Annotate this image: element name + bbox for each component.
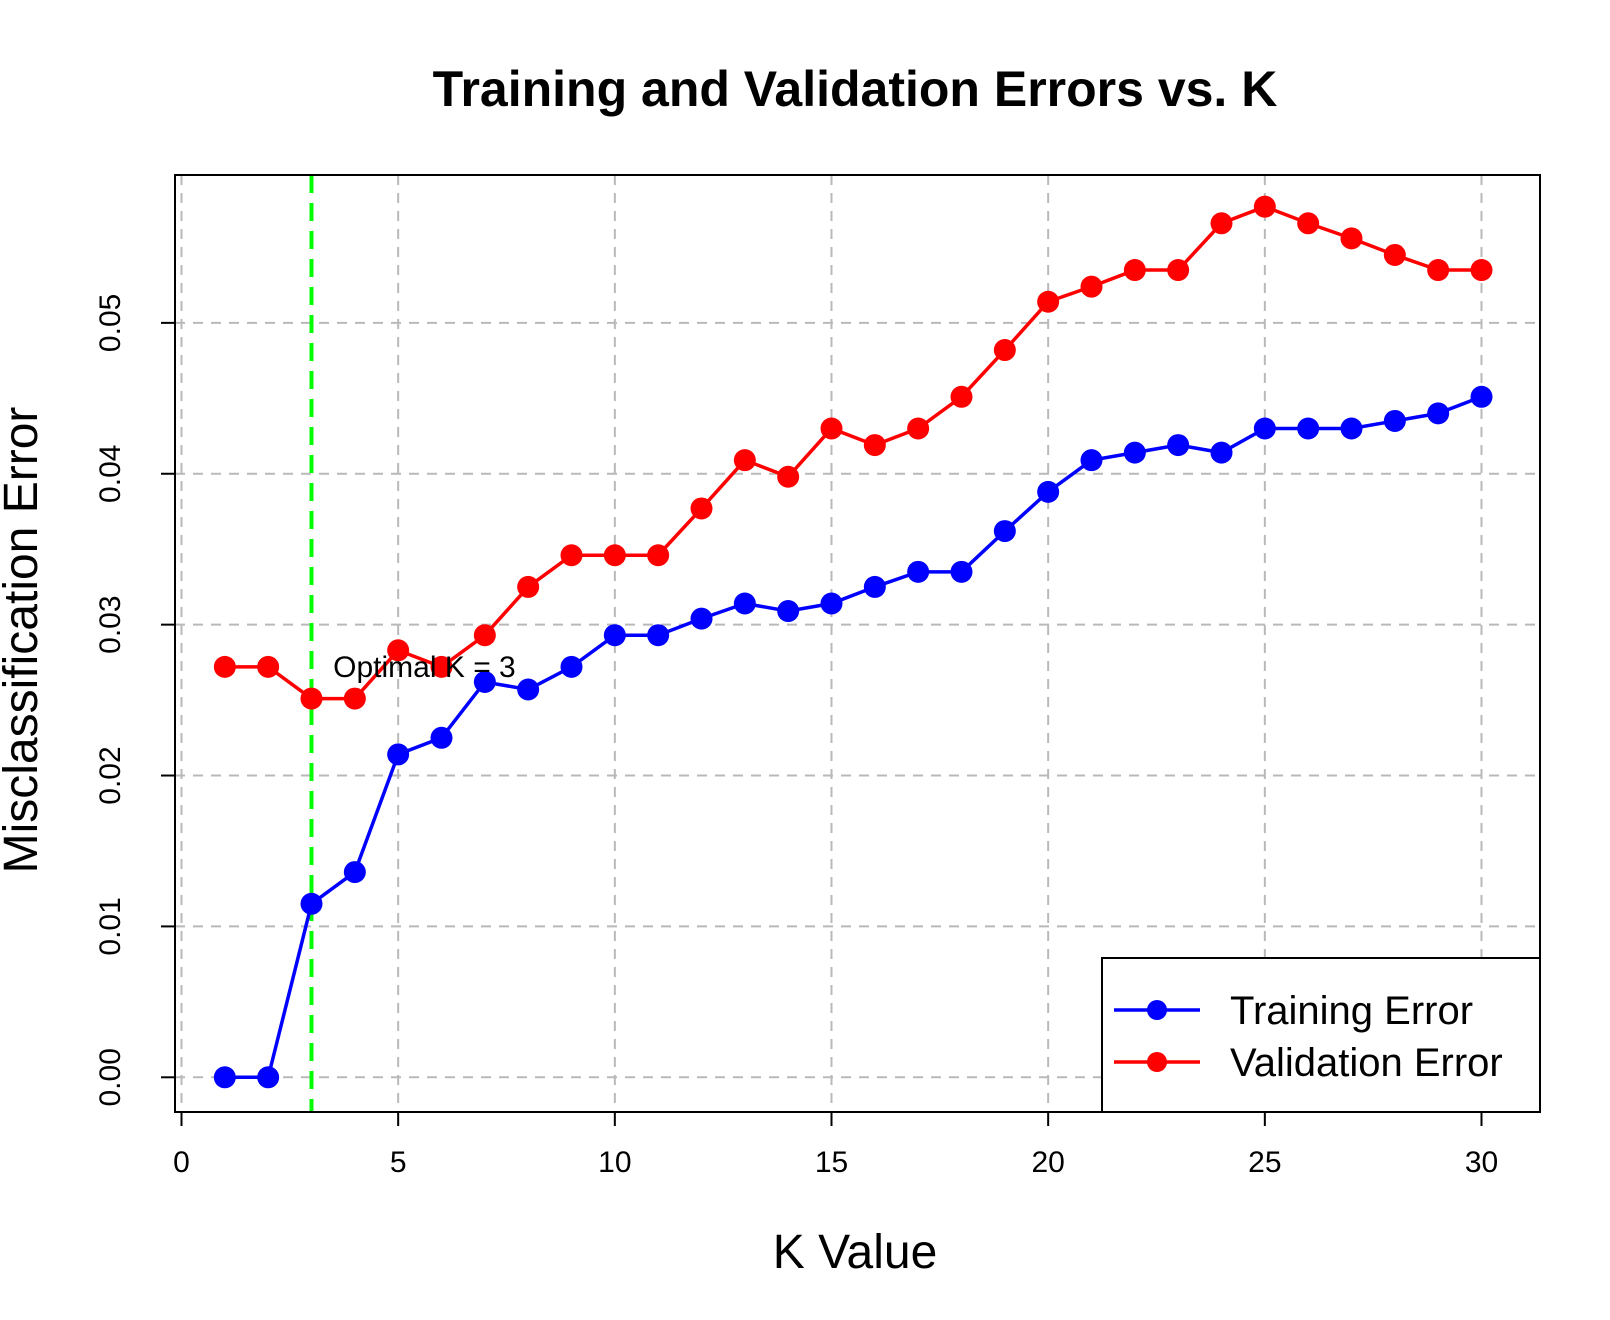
data-point [777,465,800,488]
data-point [907,560,930,583]
data-point [993,339,1016,362]
series-validation [213,195,1493,710]
data-point [863,575,886,598]
legend-swatch-point [1147,1052,1167,1072]
data-point [647,544,670,567]
data-point [1037,480,1060,503]
data-point [1080,449,1103,472]
data-point [1297,212,1320,235]
data-point [1470,385,1493,408]
grid-lines [175,175,1540,1112]
data-point [820,592,843,615]
legend-swatch-point [1147,1000,1167,1020]
x-tick-label: 10 [598,1146,631,1179]
data-point [560,655,583,678]
data-point [473,624,496,647]
data-point [387,639,410,662]
y-axis: 0.00 0.01 0.02 0.03 0.04 0.05 [94,294,176,1106]
data-point [733,449,756,472]
data-point [1383,243,1406,266]
data-point [950,560,973,583]
data-point [1167,259,1190,282]
data-point [1340,417,1363,440]
data-point [430,726,453,749]
data-point [690,607,713,630]
x-tick-label: 15 [815,1146,848,1179]
x-tick-label: 5 [390,1146,407,1179]
data-point [1383,409,1406,432]
data-point [257,655,280,678]
data-point [257,1066,280,1089]
data-point [863,434,886,457]
data-point [1297,417,1320,440]
data-point [300,687,323,710]
y-tick-label: 0.03 [94,595,127,653]
data-point [213,655,236,678]
data-point [1427,259,1450,282]
legend-box [1101,957,1541,1113]
data-point [733,592,756,615]
chart-title: Training and Validation Errors vs. K [433,61,1278,117]
legend-label: Training Error [1230,989,1473,1033]
data-point [1340,227,1363,250]
data-point [517,678,540,701]
x-axis: 0 5 10 15 20 25 30 [173,1111,1498,1179]
data-point [517,575,540,598]
legend-item: Validation Error [1114,1041,1503,1085]
data-point [777,600,800,623]
x-tick-label: 20 [1031,1146,1064,1179]
data-point [560,544,583,567]
data-point [1123,259,1146,282]
data-point [473,670,496,693]
data-point [820,417,843,440]
data-point [1470,259,1493,282]
data-point [343,861,366,884]
data-point [907,417,930,440]
data-point [950,385,973,408]
legend-item: Training Error [1114,989,1473,1033]
data-point [1427,402,1450,425]
data-point [603,624,626,647]
data-point [690,497,713,520]
data-point [603,544,626,567]
y-axis-title: Misclassification Error [0,407,48,874]
y-tick-label: 0.02 [94,746,127,804]
data-point [343,687,366,710]
data-point [300,892,323,915]
data-point [647,624,670,647]
data-point [1123,441,1146,464]
data-point [430,655,453,678]
data-point [1210,212,1233,235]
data-point [213,1066,236,1089]
data-point [1253,417,1276,440]
data-point [387,743,410,766]
series-training [213,385,1493,1089]
x-tick-label: 30 [1465,1146,1498,1179]
legend: Training Error Validation Error [1101,957,1541,1113]
optimal-k-annotation: Optimal K = 3 [333,651,516,684]
legend-label: Validation Error [1230,1041,1503,1085]
y-tick-label: 0.00 [94,1048,127,1106]
data-point [1037,290,1060,313]
data-point [1167,434,1190,457]
data-point [1253,195,1276,218]
y-tick-label: 0.04 [94,445,127,503]
data-point [1080,275,1103,298]
x-tick-label: 0 [173,1146,190,1179]
data-point [993,520,1016,543]
y-tick-label: 0.05 [94,294,127,352]
data-point [1210,441,1233,464]
x-tick-label: 25 [1248,1146,1281,1179]
x-axis-title: K Value [773,1226,938,1279]
y-tick-label: 0.01 [94,897,127,955]
